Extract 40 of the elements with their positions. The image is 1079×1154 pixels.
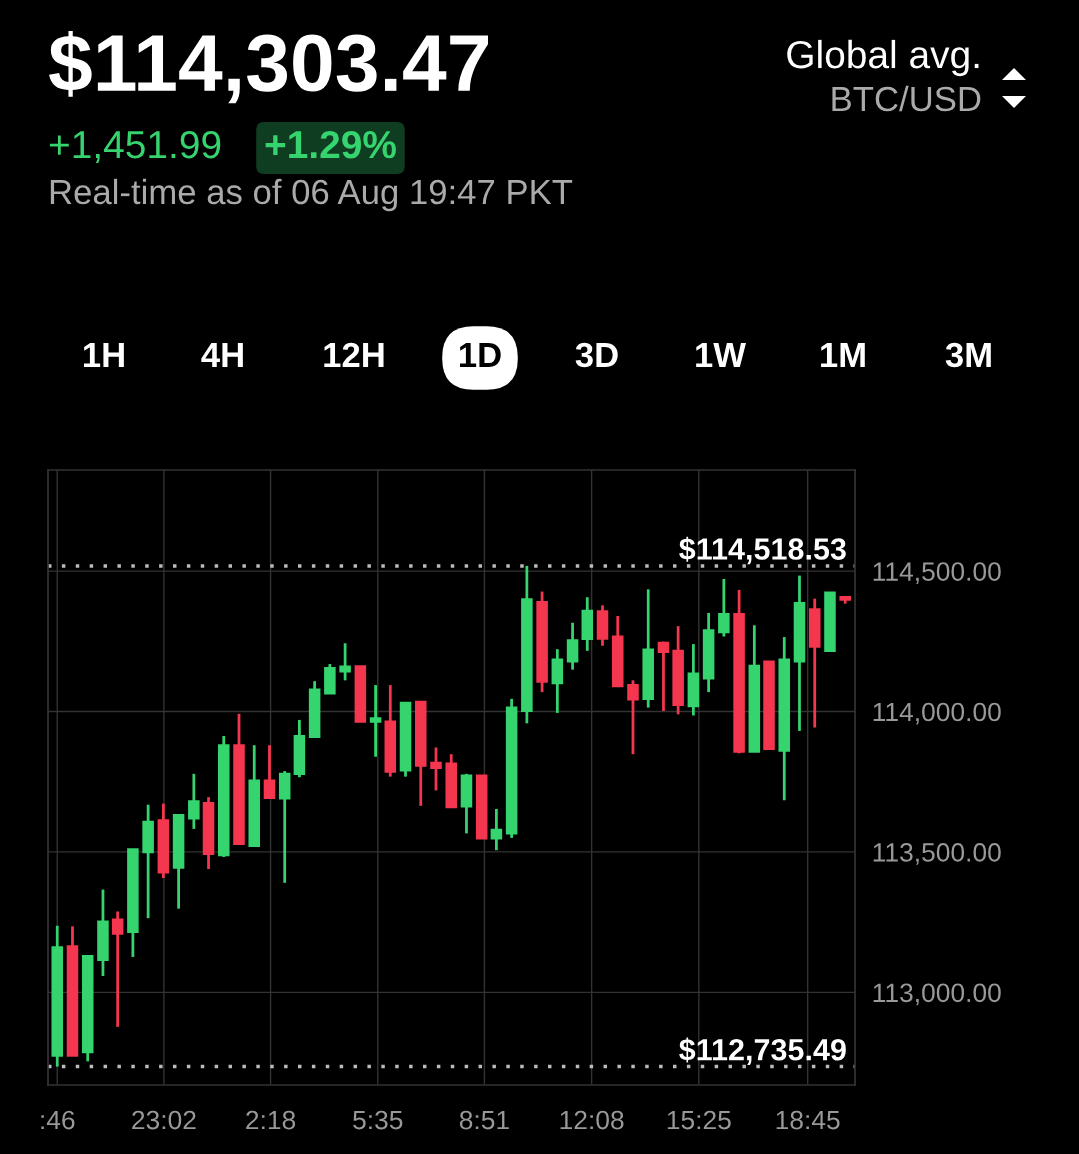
text: 3D: [575, 342, 618, 368]
text: 1M: [821, 343, 865, 367]
x-tick-label: :46: [41, 1110, 75, 1130]
candlestick: [111, 910, 124, 1029]
x-tick-label: 15:25: [667, 1110, 731, 1130]
candlestick: [566, 621, 579, 672]
candlestick: [263, 743, 276, 800]
x-tick-label: 5:35: [353, 1110, 403, 1130]
text: 3M: [945, 342, 991, 368]
x-tick-label: 2:18: [246, 1110, 296, 1130]
text: 4H: [201, 343, 243, 367]
text: BTC/USD: [832, 85, 981, 112]
text: Real-time as of 06 Aug 19:47 PKT: [50, 178, 573, 212]
x-tick-label: 12:08: [560, 1110, 624, 1130]
text: +1,451.99: [49, 130, 221, 164]
candlestick: [188, 772, 200, 831]
ref-line-label: $112,735.49: [679, 1037, 846, 1065]
candlestick: [551, 647, 564, 715]
candlestick: [657, 640, 670, 713]
y-tick-label: 114,500.00: [873, 562, 1001, 585]
text: 12H: [324, 342, 384, 367]
chart-title: $114,303.47: [49, 31, 488, 104]
x-tick-label: 8:51: [459, 1110, 509, 1130]
candlestick: [718, 577, 730, 638]
text: 1H: [83, 343, 124, 367]
candlestick: [339, 641, 351, 682]
candlestick: [430, 746, 442, 792]
candlestick: [490, 807, 503, 852]
x-tick-label: 18:45: [776, 1110, 840, 1130]
text: 1D: [459, 343, 501, 367]
candlestick: [369, 683, 382, 759]
candlestick: [627, 678, 639, 756]
text: 1W: [696, 343, 747, 367]
x-tick-label: 23:02: [132, 1110, 196, 1130]
y-tick-label: 113,000.00: [873, 983, 1001, 1006]
text: Global avg.: [787, 39, 979, 77]
text: +1.29%: [265, 130, 396, 159]
ref-line-label: $114,518.53: [679, 536, 846, 565]
y-tick-label: 114,000.00: [873, 702, 1001, 725]
y-tick-label: 113,500.00: [873, 843, 1001, 865]
